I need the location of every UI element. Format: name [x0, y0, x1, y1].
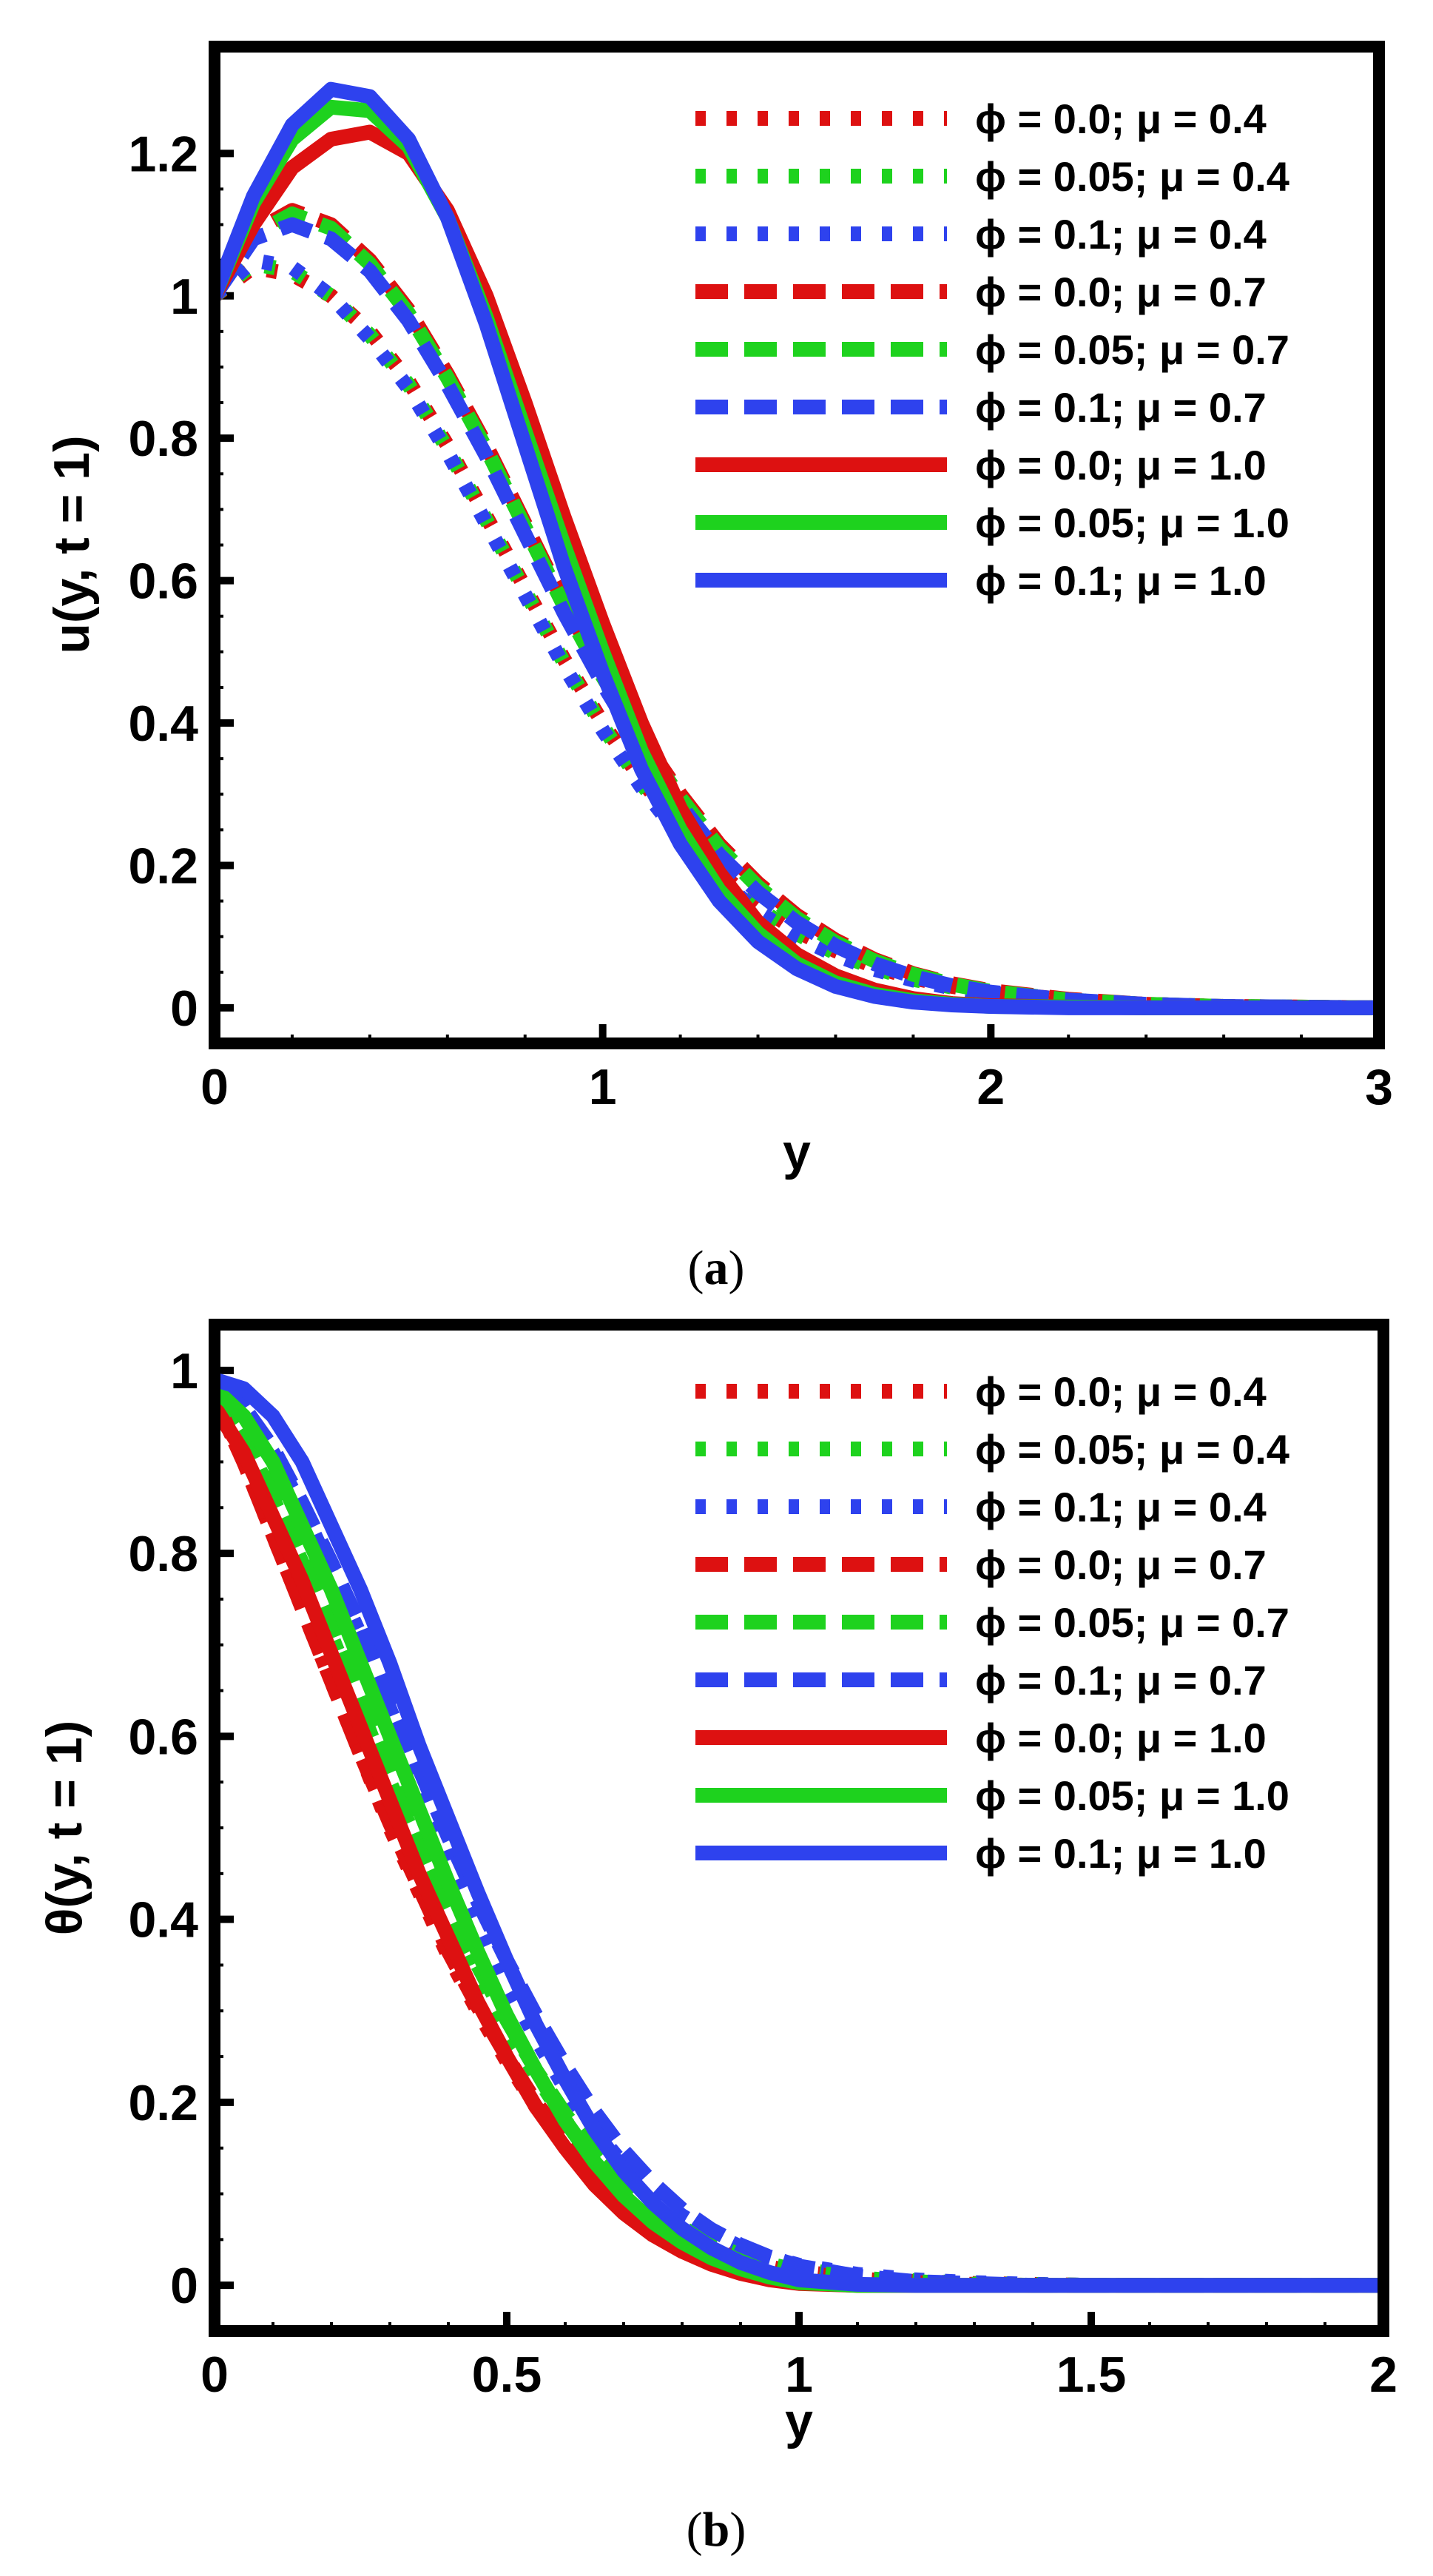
legend-label-a-8: ϕ = 0.1; μ = 1.0: [975, 557, 1267, 604]
legend-label-b-0: ϕ = 0.0; μ = 0.4: [975, 1368, 1267, 1415]
x-tick-label-b-4: 2: [1369, 2347, 1397, 2403]
legend-label-a-4: ϕ = 0.05; μ = 0.7: [975, 326, 1289, 373]
series-layer-b: [215, 1372, 1383, 2293]
x-tick-label-b-3: 1.5: [1056, 2347, 1127, 2403]
legend-label-b-5: ϕ = 0.1; μ = 0.7: [975, 1657, 1267, 1704]
x-tick-label-a-3: 3: [1365, 1059, 1393, 1115]
series-line-b-8: [215, 1372, 1383, 2293]
y-tick-label-b-0: 0: [170, 2258, 198, 2314]
x-tick-label-a-1: 1: [589, 1059, 617, 1115]
legend-label-a-1: ϕ = 0.05; μ = 0.4: [975, 153, 1289, 200]
x-tick-label-b-0: 0: [200, 2347, 229, 2403]
caption-a-close: ): [729, 1241, 745, 1295]
y-tick-label-a-1: 0.2: [128, 838, 198, 894]
legend-label-b-4: ϕ = 0.05; μ = 0.7: [975, 1599, 1289, 1646]
legend-label-a-2: ϕ = 0.1; μ = 0.4: [975, 211, 1267, 258]
caption-b-letter: b: [703, 2503, 730, 2557]
x-tick-label-b-2: 1: [785, 2347, 813, 2403]
x-axis-label-a: y: [783, 1124, 811, 1180]
y-axis-label-b: θ(y, t = 1): [36, 1721, 92, 1936]
caption-b: (b): [687, 2503, 746, 2557]
y-axis-label-a: u(y, t = 1): [44, 435, 100, 653]
legend-label-b-8: ϕ = 0.1; μ = 1.0: [975, 1830, 1267, 1877]
x-tick-label-b-1: 0.5: [472, 2347, 542, 2403]
tick-labels-b: 0 0.5 1 1.5 2 0 0.2 0.4 0.6 0.8 1: [128, 1343, 1397, 2403]
legend-a: ϕ = 0.0; μ = 0.4 ϕ = 0.05; μ = 0.4 ϕ = 0.1…: [695, 95, 1289, 604]
plot-frame-a: [209, 41, 1385, 1049]
chart-panel-b: 0 0.5 1 1.5 2 0 0.2 0.4 0.6 0.8 1 y θ(y, t = 1) ϕ …: [36, 1319, 1397, 2557]
y-tick-label-a-5: 1: [170, 269, 198, 325]
chart-panel-a: 0 1 2 3 0 0.2 0.4 0.6 0.8 1 1.2 y u(y, t = 1) ϕ = …: [44, 41, 1393, 1295]
legend-label-b-1: ϕ = 0.05; μ = 0.4: [975, 1426, 1289, 1473]
caption-b-open: (: [687, 2503, 703, 2557]
series-line-a-8: [215, 81, 1379, 1015]
y-tick-label-a-0: 0: [170, 981, 198, 1037]
caption-b-close: ): [729, 2503, 746, 2557]
y-tick-label-a-3: 0.6: [128, 554, 198, 610]
legend-label-a-0: ϕ = 0.0; μ = 0.4: [975, 95, 1267, 142]
caption-a: (a): [688, 1241, 745, 1295]
legend-label-a-3: ϕ = 0.0; μ = 0.7: [975, 269, 1267, 315]
tick-labels-a: 0 1 2 3 0 0.2 0.4 0.6 0.8 1 1.2: [128, 126, 1392, 1115]
plot-frame-b: [209, 1319, 1389, 2337]
y-tick-label-a-4: 0.8: [128, 411, 198, 467]
series-line-a-0: [215, 260, 1379, 1015]
x-tick-label-a-0: 0: [200, 1059, 229, 1115]
legend-label-a-5: ϕ = 0.1; μ = 0.7: [975, 384, 1267, 431]
legend-label-b-7: ϕ = 0.05; μ = 1.0: [975, 1772, 1289, 1819]
y-tick-label-b-2: 0.4: [128, 1892, 198, 1948]
legend-label-b-3: ϕ = 0.0; μ = 0.7: [975, 1541, 1267, 1588]
y-tick-label-b-4: 0.8: [128, 1526, 198, 1582]
y-tick-label-a-6: 1.2: [128, 126, 198, 182]
y-tick-label-b-5: 1: [170, 1343, 198, 1399]
x-tick-label-a-2: 2: [977, 1059, 1005, 1115]
y-tick-label-b-3: 0.6: [128, 1709, 198, 1765]
caption-a-letter: a: [704, 1241, 729, 1295]
legend-label-b-6: ϕ = 0.0; μ = 1.0: [975, 1715, 1267, 1761]
x-axis-label-b: y: [785, 2393, 813, 2449]
legend-label-b-2: ϕ = 0.1; μ = 0.4: [975, 1484, 1267, 1530]
legend-label-a-6: ϕ = 0.0; μ = 1.0: [975, 442, 1267, 488]
y-tick-label-b-1: 0.2: [128, 2075, 198, 2131]
legend-b: ϕ = 0.0; μ = 0.4 ϕ = 0.05; μ = 0.4 ϕ = 0.1…: [695, 1368, 1289, 1877]
caption-a-open: (: [688, 1241, 704, 1295]
series-layer-a: [215, 81, 1379, 1015]
y-tick-label-a-2: 0.4: [128, 696, 198, 752]
legend-label-a-7: ϕ = 0.05; μ = 1.0: [975, 500, 1289, 546]
